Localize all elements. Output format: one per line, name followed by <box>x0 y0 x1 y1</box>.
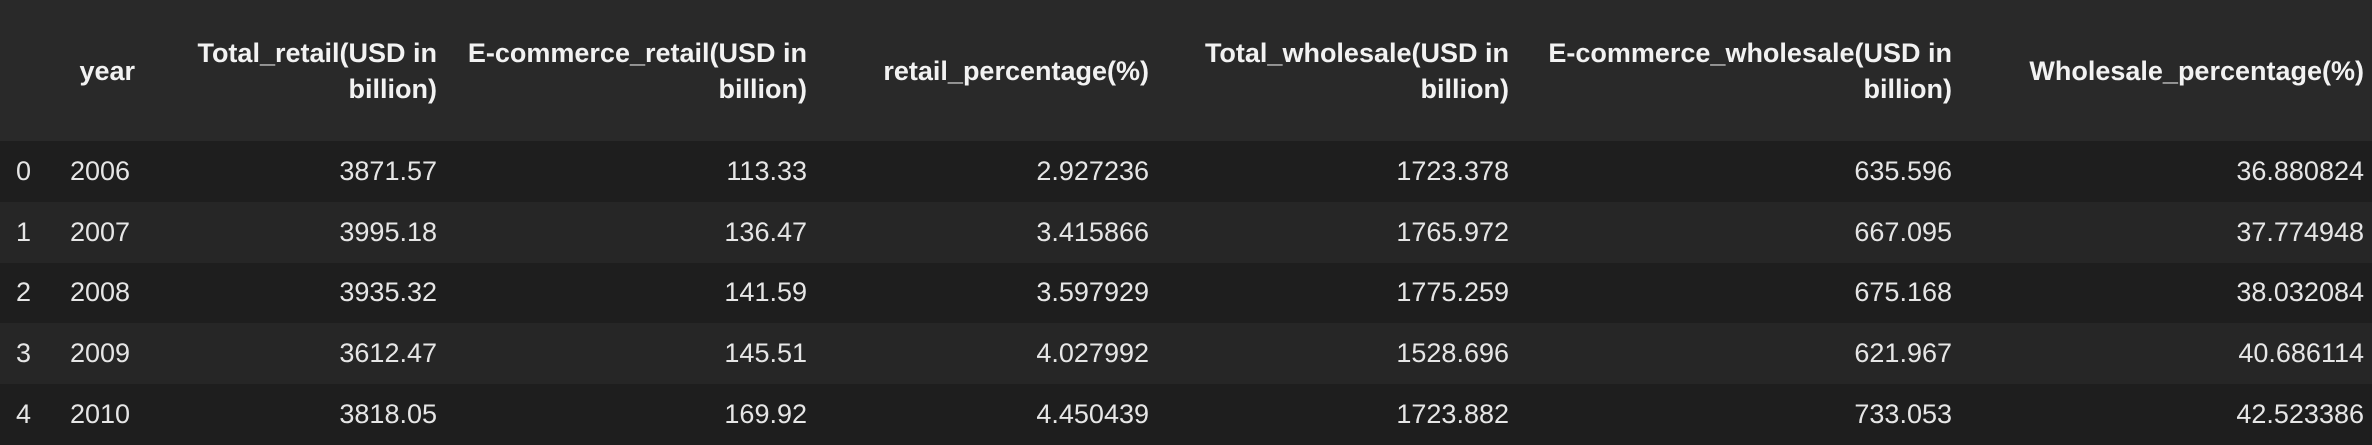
cell-ecommerce-retail: 169.92 <box>445 384 815 445</box>
column-header-total-retail: Total_retail(USD in billion) <box>145 0 445 141</box>
cell-year: 2010 <box>50 384 145 445</box>
cell-year: 2006 <box>50 141 145 202</box>
cell-wholesale-percentage: 40.686114 <box>1960 323 2372 385</box>
row-index: 1 <box>0 201 50 263</box>
column-header-ecommerce-wholesale: E-commerce_wholesale(USD in billion) <box>1517 0 1960 141</box>
cell-retail-percentage: 2.927236 <box>815 141 1157 202</box>
cell-total-wholesale: 1775.259 <box>1157 262 1517 324</box>
table-row: 1 2007 3995.18 136.47 3.415866 1765.972 … <box>0 201 2372 263</box>
cell-total-wholesale: 1765.972 <box>1157 201 1517 263</box>
table-row: 0 2006 3871.57 113.33 2.927236 1723.378 … <box>0 141 2372 202</box>
cell-retail-percentage: 4.027992 <box>815 323 1157 385</box>
row-index: 4 <box>0 384 50 445</box>
cell-total-wholesale: 1723.378 <box>1157 141 1517 202</box>
cell-total-retail: 3995.18 <box>145 201 445 263</box>
cell-wholesale-percentage: 37.774948 <box>1960 201 2372 263</box>
cell-ecommerce-wholesale: 667.095 <box>1517 201 1960 263</box>
cell-wholesale-percentage: 36.880824 <box>1960 141 2372 202</box>
cell-retail-percentage: 3.597929 <box>815 262 1157 324</box>
cell-ecommerce-retail: 136.47 <box>445 201 815 263</box>
cell-wholesale-percentage: 38.032084 <box>1960 262 2372 324</box>
table-header: year Total_retail(USD in billion) E-comm… <box>0 0 2372 141</box>
column-header-total-wholesale: Total_wholesale(USD in billion) <box>1157 0 1517 141</box>
row-index: 2 <box>0 262 50 324</box>
row-index: 0 <box>0 141 50 202</box>
cell-total-wholesale: 1723.882 <box>1157 384 1517 445</box>
cell-ecommerce-retail: 145.51 <box>445 323 815 385</box>
cell-total-retail: 3871.57 <box>145 141 445 202</box>
index-header <box>0 0 50 141</box>
cell-year: 2009 <box>50 323 145 385</box>
cell-total-retail: 3818.05 <box>145 384 445 445</box>
cell-total-wholesale: 1528.696 <box>1157 323 1517 385</box>
cell-ecommerce-wholesale: 675.168 <box>1517 262 1960 324</box>
cell-ecommerce-retail: 113.33 <box>445 141 815 202</box>
cell-ecommerce-retail: 141.59 <box>445 262 815 324</box>
cell-ecommerce-wholesale: 621.967 <box>1517 323 1960 385</box>
column-header-year: year <box>50 0 145 141</box>
cell-retail-percentage: 4.450439 <box>815 384 1157 445</box>
column-header-retail-percentage: retail_percentage(%) <box>815 0 1157 141</box>
cell-year: 2007 <box>50 201 145 263</box>
table-row: 3 2009 3612.47 145.51 4.027992 1528.696 … <box>0 323 2372 385</box>
row-index: 3 <box>0 323 50 385</box>
column-header-wholesale-percentage: Wholesale_percentage(%) <box>1960 0 2372 141</box>
cell-total-retail: 3935.32 <box>145 262 445 324</box>
cell-ecommerce-wholesale: 733.053 <box>1517 384 1960 445</box>
cell-year: 2008 <box>50 262 145 324</box>
header-row: year Total_retail(USD in billion) E-comm… <box>0 0 2372 141</box>
table-row: 2 2008 3935.32 141.59 3.597929 1775.259 … <box>0 262 2372 324</box>
cell-wholesale-percentage: 42.523386 <box>1960 384 2372 445</box>
table-row: 4 2010 3818.05 169.92 4.450439 1723.882 … <box>0 384 2372 445</box>
table-body: 0 2006 3871.57 113.33 2.927236 1723.378 … <box>0 141 2372 445</box>
cell-retail-percentage: 3.415866 <box>815 201 1157 263</box>
column-header-ecommerce-retail: E-commerce_retail(USD in billion) <box>445 0 815 141</box>
cell-total-retail: 3612.47 <box>145 323 445 385</box>
cell-ecommerce-wholesale: 635.596 <box>1517 141 1960 202</box>
